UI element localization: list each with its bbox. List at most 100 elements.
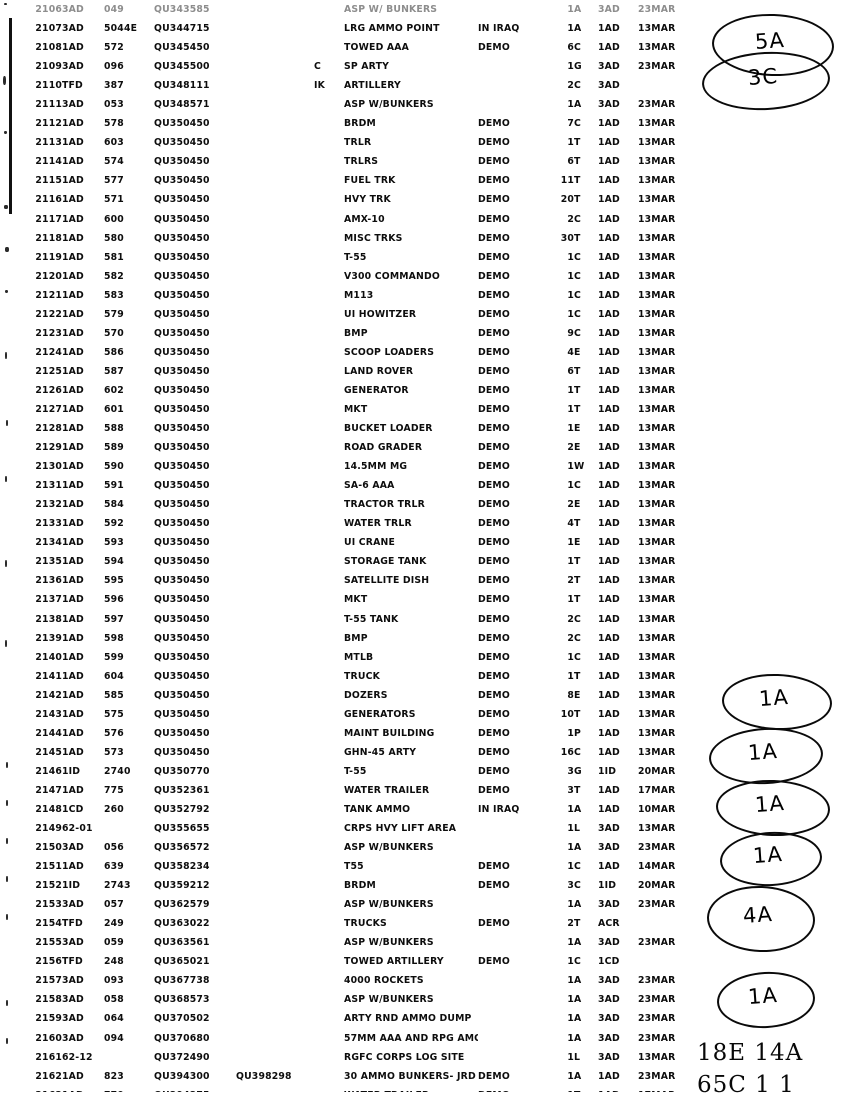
cell-qty: 1 (567, 651, 574, 663)
cell-type: C (574, 289, 582, 301)
table-row: 2125 1AD 587 QU350450 LAND ROVER DEMO 6 T 1AD 13M… (0, 362, 690, 381)
cell-date: 13MAR (638, 708, 676, 720)
scan-speck (6, 762, 8, 768)
cell-code: C (314, 61, 322, 73)
table-row: 2127 1AD 601 QU350450 MKT DEMO 1 T 1AD 13MAR (0, 400, 690, 419)
cell-qty: 20 (560, 194, 574, 206)
cell-date: 13MAR (638, 613, 676, 625)
handwritten-label: 3C (747, 63, 779, 91)
cell-seq: 2122 (35, 308, 62, 320)
cell-grid: QU350450 (154, 194, 210, 206)
cell-grid: QU350450 (154, 480, 210, 492)
cell-num: 574 (104, 156, 124, 168)
cell-grid: QU350450 (154, 251, 210, 263)
cell-desc: V300 COMMANDO (344, 270, 441, 282)
cell-type: G (574, 765, 582, 777)
cell-type: P (574, 727, 581, 739)
cell-qty: 1 (567, 823, 574, 835)
cell-owner: 1AD (598, 232, 620, 244)
cell-grid: QU350450 (154, 365, 210, 377)
cell-note (478, 1009, 548, 1028)
cell-unit: 1AD (62, 708, 84, 720)
table-row: 2159 3AD 064 QU370502 ARTY RND AMMO DUMP 1 A 3A… (0, 1009, 690, 1028)
cell-owner: 1AD (598, 727, 620, 739)
cell-desc: SP ARTY (344, 61, 390, 73)
cell-owner: 3AD (598, 80, 620, 92)
cell-code (314, 800, 344, 819)
table-row: 2132 1AD 584 QU350450 TRACTOR TRLR DEMO 2 E 1AD 1… (0, 495, 690, 514)
cell-type: C (574, 956, 582, 968)
handwritten-label: 1A (758, 684, 790, 712)
cell-desc: TRUCKS (344, 918, 387, 930)
cell-code (314, 629, 344, 648)
target-listing-table: 2106 3AD 049 QU343585 ASP W/ BUNKERS 1 A 3AD 23M… (0, 0, 690, 1099)
cell-type: A (574, 23, 582, 35)
cell-owner: 1AD (598, 689, 620, 701)
cell-desc: ASP W/BUNKERS (344, 99, 434, 111)
cell-grid: QU356572 (154, 842, 210, 854)
handwritten-note: 18E 14A (697, 1040, 804, 1066)
cell-grid2 (236, 952, 314, 971)
scan-speck (6, 1038, 8, 1044)
cell-num: 573 (104, 746, 124, 758)
cell-unit: 62-12 (62, 1051, 93, 1063)
cell-desc: 30 AMMO BUNKERS- JRD (344, 1070, 476, 1082)
cell-seq: 2132 (35, 499, 62, 511)
cell-code (314, 971, 344, 990)
cell-seq: 2108 (35, 42, 62, 54)
cell-grid: QU350450 (154, 403, 210, 415)
cell-date: 13MAR (638, 42, 676, 54)
cell-unit: 1AD (62, 556, 84, 568)
table-row: 2160 3AD 094 QU370680 57MM AAA AND RPG AMO 1 A… (0, 1029, 690, 1048)
cell-type: T (574, 365, 581, 377)
cell-grid2 (236, 762, 314, 781)
cell-date: 23MAR (638, 937, 676, 949)
scan-speck (4, 205, 8, 209)
cell-seq: 2127 (35, 403, 62, 415)
cell-grid2 (236, 305, 314, 324)
cell-qty: 8 (567, 689, 574, 701)
cell-desc: 14.5MM MG (344, 461, 408, 473)
table-row: 2145 1AD 573 QU350450 GHN-45 ARTY DEMO 16 C 1AD 1… (0, 743, 690, 762)
cell-num: 387 (104, 80, 124, 92)
cell-code (314, 19, 344, 38)
cell-unit: 1AD (62, 727, 84, 739)
cell-date: 13MAR (638, 670, 676, 682)
cell-note (478, 0, 548, 19)
cell-type: C (574, 480, 582, 492)
table-row: 2138 1AD 597 QU350450 T-55 TANK DEMO 2 C 1AD 13MA… (0, 610, 690, 629)
cell-code (314, 476, 344, 495)
cell-code (314, 533, 344, 552)
cell-seq: 2159 (35, 1013, 62, 1025)
cell-note: DEMO (478, 289, 510, 301)
cell-num: 588 (104, 423, 124, 435)
cell-unit: 1AD (62, 194, 84, 206)
cell-desc: MKT (344, 403, 368, 415)
cell-desc: LRG AMMO POINT (344, 23, 440, 35)
cell-grid2 (236, 210, 314, 229)
cell-unit: 1AD (62, 403, 84, 415)
cell-num: 594 (104, 556, 124, 568)
cell-grid: QU350450 (154, 175, 210, 187)
cell-seq: 2143 (35, 708, 62, 720)
cell-note: DEMO (478, 442, 510, 454)
cell-num: 589 (104, 442, 124, 454)
table-row: 2152 1ID 2743 QU359212 BRDM DEMO 3 C 1ID 20MAR (0, 876, 690, 895)
cell-code (314, 210, 344, 229)
cell-grid2 (236, 476, 314, 495)
cell-note: DEMO (478, 765, 510, 777)
cell-date: 23MAR (638, 899, 676, 911)
cell-num: 599 (104, 651, 124, 663)
cell-grid2 (236, 19, 314, 38)
cell-code (314, 343, 344, 362)
cell-date: 13MAR (638, 727, 676, 739)
cell-grid: QU350450 (154, 613, 210, 625)
cell-seq: 2107 (35, 23, 62, 35)
cell-desc: AMX-10 (344, 213, 385, 225)
cell-desc: UI HOWITZER (344, 308, 417, 320)
cell-type: C (574, 308, 582, 320)
cell-note: DEMO (478, 403, 510, 415)
cell-grid2 (236, 648, 314, 667)
scan-speck (5, 247, 9, 252)
cell-date: 13MAR (638, 823, 676, 835)
